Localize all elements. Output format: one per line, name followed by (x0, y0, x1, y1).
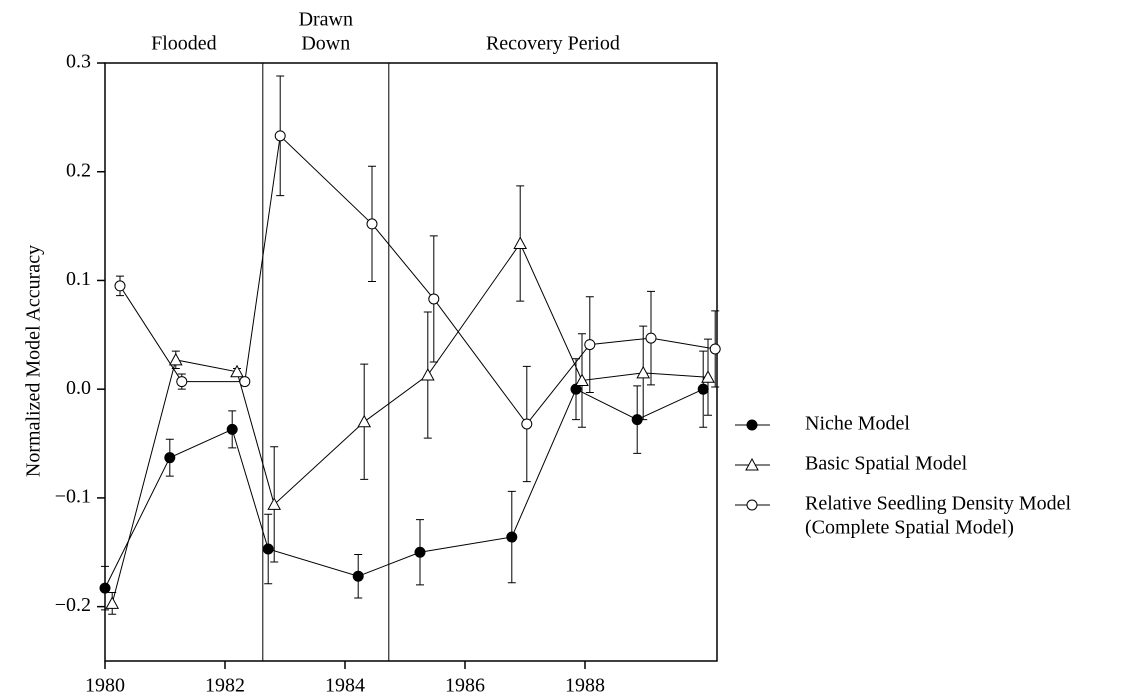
y-axis-label: Normalized Model Accuracy (23, 245, 45, 477)
legend-label: Relative Seedling Density Model (805, 493, 1072, 515)
period-label: Down (301, 33, 350, 55)
marker (357, 414, 372, 428)
legend-label: Niche Model (805, 413, 910, 435)
marker (114, 280, 126, 292)
y-tick-label: 0.2 (66, 159, 91, 181)
legend-label: (Complete Spatial Model) (805, 517, 1014, 539)
marker (274, 130, 286, 142)
marker (164, 452, 176, 464)
y-tick-label: −0.2 (55, 594, 91, 616)
legend-marker (746, 499, 758, 511)
marker (352, 570, 364, 582)
series-line (104, 388, 704, 589)
marker (575, 373, 589, 386)
marker (366, 218, 378, 230)
plot-frame (104, 62, 718, 662)
marker (513, 236, 528, 249)
marker (701, 370, 715, 383)
marker (420, 368, 435, 381)
marker (697, 383, 709, 395)
y-tick-label: 0.0 (66, 377, 91, 399)
period-label: Flooded (151, 33, 217, 55)
x-tick-label: 1988 (565, 675, 605, 697)
legend-label: Basic Spatial Model (805, 453, 968, 475)
marker (99, 582, 111, 594)
period-label: Recovery Period (486, 33, 620, 55)
x-tick-label: 1982 (205, 675, 245, 697)
marker (230, 364, 244, 378)
marker (584, 339, 596, 351)
marker (636, 365, 651, 379)
y-tick-label: 0.3 (66, 51, 91, 73)
marker (226, 423, 238, 435)
marker (267, 497, 282, 510)
marker (631, 414, 643, 426)
marker (168, 352, 183, 366)
x-tick-label: 1986 (445, 675, 485, 697)
series-line (111, 242, 709, 604)
y-tick-label: −0.1 (55, 486, 91, 508)
marker (262, 543, 274, 555)
marker (645, 332, 657, 344)
marker (428, 293, 440, 305)
marker (105, 596, 120, 609)
series-line (119, 134, 716, 425)
marker (709, 343, 721, 355)
marker (239, 376, 251, 388)
marker (521, 418, 533, 430)
marker (414, 546, 426, 558)
legend-marker (746, 419, 758, 431)
legend-marker (745, 457, 759, 471)
marker (570, 383, 582, 395)
marker (176, 376, 188, 388)
x-tick-label: 1980 (85, 675, 125, 697)
x-tick-label: 1984 (325, 675, 365, 697)
y-tick-label: 0.1 (66, 268, 91, 290)
marker (506, 531, 518, 543)
period-label: Drawn (299, 9, 353, 31)
